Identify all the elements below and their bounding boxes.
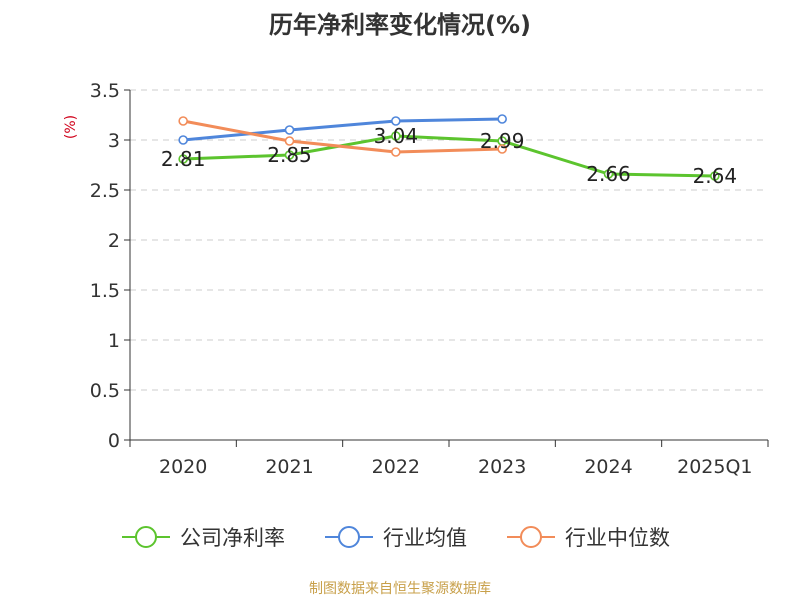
legend-marker-icon: [520, 526, 542, 548]
source-note: 制图数据来自恒生聚源数据库: [309, 581, 491, 597]
data-label: 2.81: [161, 147, 206, 171]
series-layer: [178, 114, 720, 181]
data-point: [284, 136, 295, 146]
x-tick-label: 2020: [159, 456, 207, 478]
legend-item[interactable]: 行业中位数: [507, 526, 670, 550]
y-tick-label: 2: [108, 230, 120, 252]
y-tick-label: 0: [108, 430, 120, 452]
x-tick-label: 2024: [584, 456, 632, 478]
axes: 0 0.5 1 1.5 2 2.5 3 3.5 2020 2021 2022 2023 2024 2025…: [90, 80, 769, 478]
x-tick-label: 2023: [478, 456, 526, 478]
series-line: [183, 134, 715, 178]
data-label: 2.99: [480, 129, 525, 153]
data-point: [284, 150, 295, 160]
series-line: [183, 117, 503, 142]
legend-label: 行业均值: [383, 526, 467, 550]
data-labels: 2.81 2.85 3.04 2.99 2.66 2.64: [161, 124, 737, 188]
data-point: [497, 144, 507, 154]
x-tick-label: 2022: [372, 456, 420, 478]
y-tick-label: 1.5: [90, 280, 120, 302]
y-tick-label: 3: [108, 130, 120, 152]
data-point: [603, 169, 614, 179]
y-tick-label: 0.5: [90, 380, 120, 402]
data-label: 2.64: [693, 164, 738, 188]
y-tick-label: 1: [108, 330, 120, 352]
x-tick-label: 2021: [265, 456, 313, 478]
chart-title: 历年净利率变化情况(%): [269, 11, 531, 39]
y-tick-label: 2.5: [90, 180, 120, 202]
data-point: [284, 125, 295, 135]
legend-label: 公司净利率: [180, 526, 285, 550]
legend: 公司净利率 行业均值 行业中位数: [122, 526, 670, 550]
data-point: [391, 116, 401, 126]
data-point: [391, 131, 401, 141]
y-axis-label: (%): [63, 115, 79, 139]
data-label: 3.04: [374, 124, 419, 148]
data-label: 2.66: [586, 162, 631, 186]
y-tick-label: 3.5: [90, 80, 120, 102]
data-point: [497, 114, 507, 124]
data-point: [178, 116, 188, 126]
data-point: [178, 154, 188, 164]
legend-item[interactable]: 公司净利率: [122, 526, 285, 550]
x-tick-label: 2025Q1: [677, 456, 752, 478]
legend-marker-icon: [338, 526, 360, 548]
legend-marker-icon: [135, 526, 157, 548]
grid-lines: [130, 89, 768, 391]
data-point: [391, 147, 401, 157]
data-point: [710, 171, 720, 181]
data-point: [178, 135, 188, 145]
legend-label: 行业中位数: [565, 526, 670, 550]
series-line: [182, 119, 503, 154]
data-label: 2.85: [267, 143, 312, 167]
legend-item[interactable]: 行业均值: [325, 526, 467, 550]
